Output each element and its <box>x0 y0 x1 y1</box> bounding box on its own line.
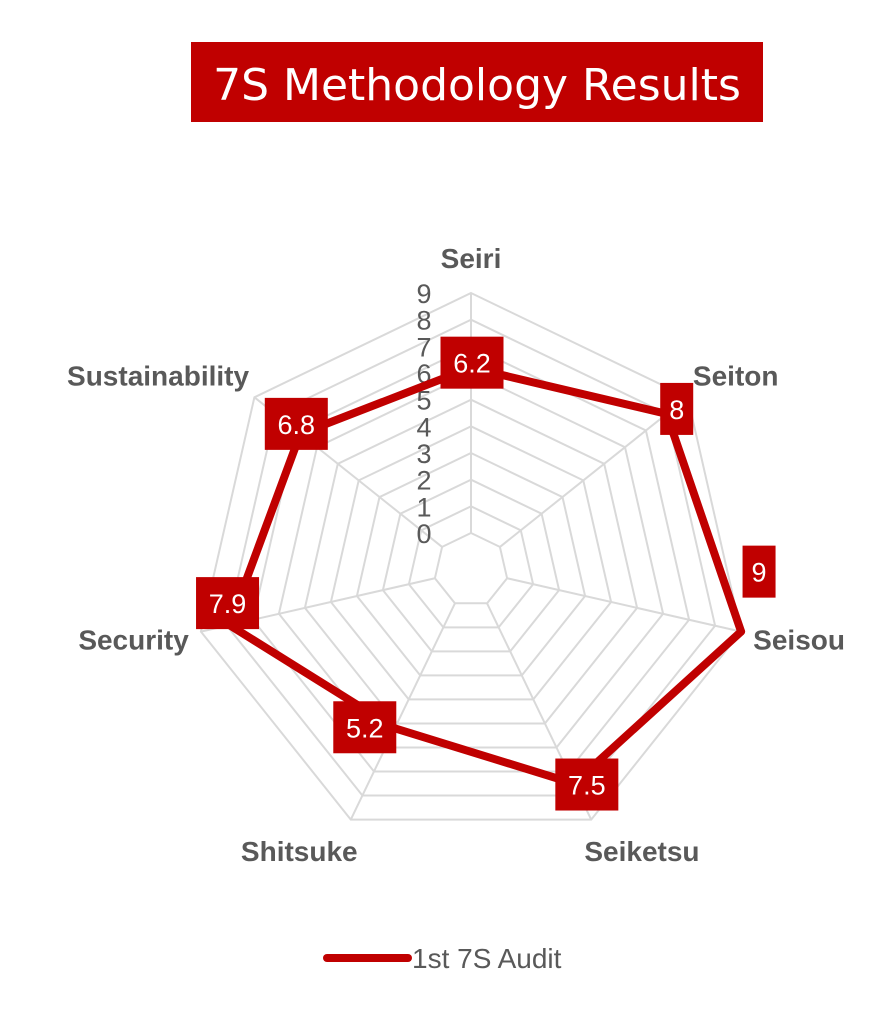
grid-ring <box>381 478 561 653</box>
tick-label: 9 <box>416 279 431 309</box>
tick-label: 5 <box>416 386 431 416</box>
data-label-box <box>264 397 328 450</box>
tick-label: 1 <box>416 492 431 522</box>
tick-label: 8 <box>416 306 431 336</box>
title-box <box>191 42 763 122</box>
data-label: 8 <box>669 395 684 425</box>
data-point <box>737 627 746 636</box>
chart-title: 7S Methodology Results <box>213 60 741 111</box>
grid-ring <box>277 371 665 749</box>
category-label: Seiri <box>441 243 502 274</box>
data-labels: 6.2 8 9 7.5 5.2 7.9 6.8 <box>196 336 776 811</box>
grid-ring <box>329 425 613 701</box>
grid-spoke <box>499 396 689 548</box>
category-label: Security <box>78 624 189 655</box>
data-label-box <box>555 758 619 811</box>
series-line <box>225 363 746 788</box>
grid-spoke <box>349 602 456 821</box>
category-labels: Seiri Seiton Seisou Seiketsu Shitsuke Securit… <box>67 243 845 867</box>
data-label: 6.8 <box>278 410 316 440</box>
grid-spoke <box>506 577 742 633</box>
tick-label: 7 <box>416 332 431 362</box>
data-label-box <box>440 336 504 389</box>
tick-label: 0 <box>416 519 431 549</box>
legend: 1st 7S Audit <box>323 943 562 974</box>
grid-ring <box>303 398 639 725</box>
grid-ring <box>355 451 587 677</box>
category-label: Shitsuke <box>241 836 358 867</box>
tick-label: 2 <box>416 466 431 496</box>
data-label-box <box>660 382 694 435</box>
data-label-box <box>196 577 260 630</box>
legend-label: 1st 7S Audit <box>412 943 562 974</box>
grid-ring <box>433 531 509 605</box>
data-label: 6.2 <box>453 349 491 379</box>
data-label: 7.5 <box>568 771 606 801</box>
category-label: Sustainability <box>67 360 249 391</box>
data-label-box <box>333 701 397 754</box>
data-label: 7.9 <box>209 589 247 619</box>
tick-label: 3 <box>416 439 431 469</box>
data-label-box <box>742 545 776 598</box>
category-label: Seiketsu <box>584 836 699 867</box>
category-label: Seisou <box>753 624 845 655</box>
data-label: 9 <box>752 558 767 588</box>
grid-ring <box>199 291 743 821</box>
category-label: Seiton <box>693 360 779 391</box>
tick-label: 4 <box>416 412 431 442</box>
data-label: 5.2 <box>346 713 384 743</box>
grid-ring <box>407 505 535 629</box>
